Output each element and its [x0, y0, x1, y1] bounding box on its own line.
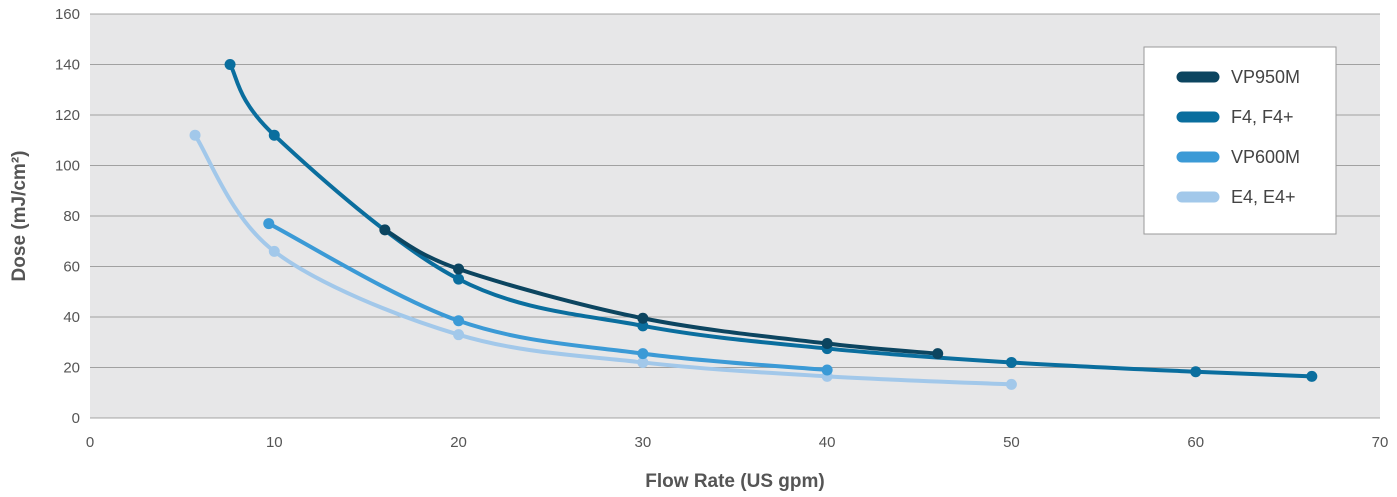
y-tick-label: 40 [63, 309, 80, 326]
y-tick-label: 80 [63, 208, 80, 225]
y-tick-label: 20 [63, 360, 80, 377]
x-tick-label: 0 [86, 434, 94, 451]
series-vp600m [263, 218, 833, 376]
legend: VP950M F4, F4+ VP600M E4, E4+ [1143, 46, 1337, 235]
legend-label: E4, E4+ [1231, 187, 1296, 207]
x-tick-label: 50 [1003, 434, 1020, 451]
legend-box [1143, 46, 1337, 235]
data-point [379, 224, 391, 236]
data-point [268, 245, 280, 257]
data-point [637, 356, 649, 368]
series-vp950m [379, 224, 944, 360]
x-tick-label: 10 [266, 434, 283, 451]
legend-label: VP600M [1231, 147, 1300, 167]
data-point [1005, 356, 1017, 368]
x-tick-labels: 0 10 20 30 40 50 60 70 [86, 434, 1389, 451]
data-point [224, 59, 236, 70]
data-point [453, 315, 465, 327]
legend-label: VP950M [1231, 67, 1300, 87]
data-point [263, 218, 275, 230]
data-point [268, 129, 280, 141]
series-line [266, 221, 830, 373]
data-point [821, 338, 833, 350]
data-point [1190, 366, 1202, 378]
series-e4-e4 [189, 129, 1017, 390]
x-tick-label: 40 [819, 434, 836, 451]
y-tick-label: 0 [72, 410, 80, 427]
x-tick-label: 70 [1372, 434, 1389, 451]
x-tick-label: 20 [450, 434, 467, 451]
y-tick-label: 60 [63, 259, 80, 276]
legend-label: F4, F4+ [1231, 107, 1294, 127]
x-tick-label: 60 [1187, 434, 1204, 451]
data-point [189, 129, 201, 141]
y-axis-title: Dose (mJ/cm²) [9, 151, 30, 282]
data-point [453, 273, 465, 285]
data-point [1306, 370, 1318, 382]
y-tick-labels: 0 20 40 60 80 100 120 140 160 [55, 6, 80, 427]
y-tick-label: 140 [55, 57, 80, 74]
x-axis-title: Flow Rate (US gpm) [645, 471, 824, 492]
data-point [932, 348, 944, 360]
data-point [637, 348, 649, 360]
data-point [453, 329, 465, 341]
series-line [193, 133, 1014, 387]
x-tick-label: 30 [635, 434, 652, 451]
data-point [1005, 378, 1017, 390]
data-point [637, 320, 649, 332]
data-point [637, 312, 649, 324]
series-lines [189, 59, 1318, 390]
series-line [228, 62, 1314, 379]
y-tick-label: 120 [55, 107, 80, 124]
data-point [821, 364, 833, 376]
y-tick-label: 100 [55, 158, 80, 175]
data-point [453, 263, 465, 275]
y-tick-label: 160 [55, 6, 80, 23]
